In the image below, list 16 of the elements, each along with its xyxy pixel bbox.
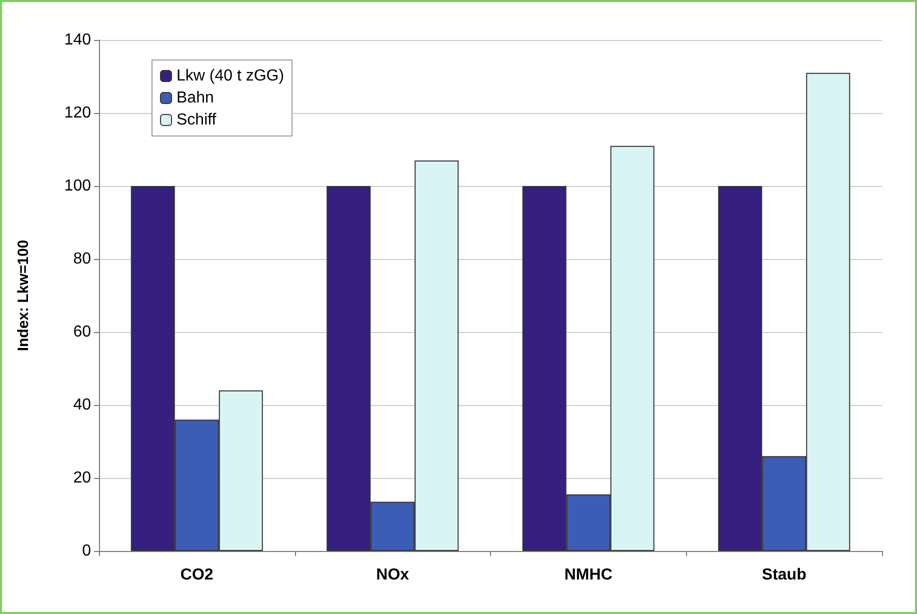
legend-label: Bahn: [176, 90, 214, 106]
y-tick-label: 100: [64, 178, 92, 194]
y-tick-label: 20: [73, 470, 92, 486]
legend-label: Schiff: [176, 112, 217, 128]
y-tick-label: 40: [73, 396, 92, 414]
x-tick-label: NOx: [376, 566, 410, 584]
y-tick-label: 120: [64, 104, 92, 122]
x-tick-label: Staub: [762, 566, 807, 584]
y-tick-label: 0: [82, 542, 92, 560]
y-axis-title: Index: Lkw=100: [15, 240, 32, 352]
x-tick-label: NMHC: [564, 566, 613, 584]
legend-label: Lkw (40 t zGG): [176, 68, 284, 84]
y-tick-label: 140: [64, 32, 92, 48]
y-tick-label: 60: [73, 324, 92, 340]
y-tick-label: 80: [73, 250, 92, 268]
x-tick-label: CO2: [180, 566, 214, 584]
